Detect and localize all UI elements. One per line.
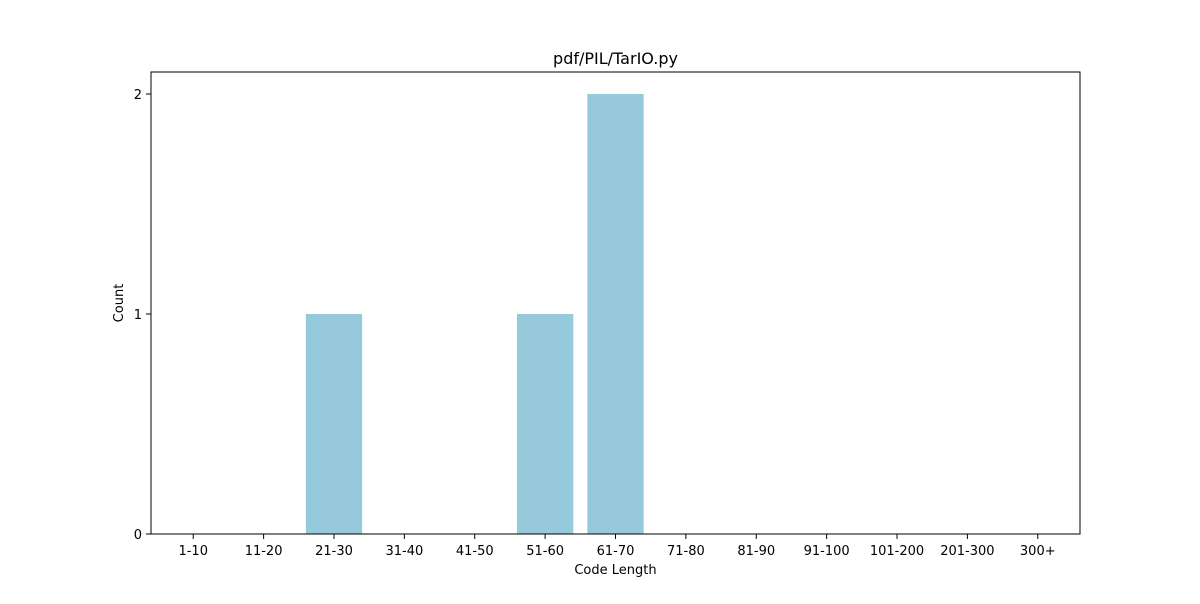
bar-51-60 [516, 314, 574, 534]
x-tick-label: 21-30 [315, 544, 353, 559]
plot-frame [150, 71, 1081, 535]
x-tick-label: 41-50 [456, 544, 494, 559]
x-tick-label: 31-40 [385, 544, 423, 559]
y-tick-label: 1 [134, 308, 142, 323]
x-ticks-group: 1-10 11-20 21-30 31-40 41-50 51-60 61-70 71-80 8… [178, 534, 1056, 559]
bar-21-30 [305, 314, 363, 534]
y-tick-label: 2 [134, 88, 142, 103]
x-tick-label: 300+ [1020, 544, 1056, 559]
x-tick-label: 11-20 [245, 544, 283, 559]
bars-group [305, 94, 644, 534]
x-tick-label: 91-100 [804, 544, 850, 559]
x-tick-label: 1-10 [178, 544, 208, 559]
x-tick-label: 61-70 [597, 544, 635, 559]
y-ticks-group: 0 1 2 [134, 88, 151, 543]
chart-title: pdf/PIL/TarIO.py [553, 49, 678, 68]
x-axis-title: Code Length [574, 563, 656, 578]
y-axis-title: Count [112, 284, 127, 323]
bar-61-70 [587, 94, 644, 534]
x-tick-label: 81-90 [737, 544, 775, 559]
x-tick-label: 101-200 [870, 544, 924, 559]
x-tick-label: 71-80 [667, 544, 705, 559]
x-tick-label: 51-60 [526, 544, 564, 559]
y-tick-label: 0 [134, 528, 142, 543]
x-tick-label: 201-300 [940, 544, 994, 559]
